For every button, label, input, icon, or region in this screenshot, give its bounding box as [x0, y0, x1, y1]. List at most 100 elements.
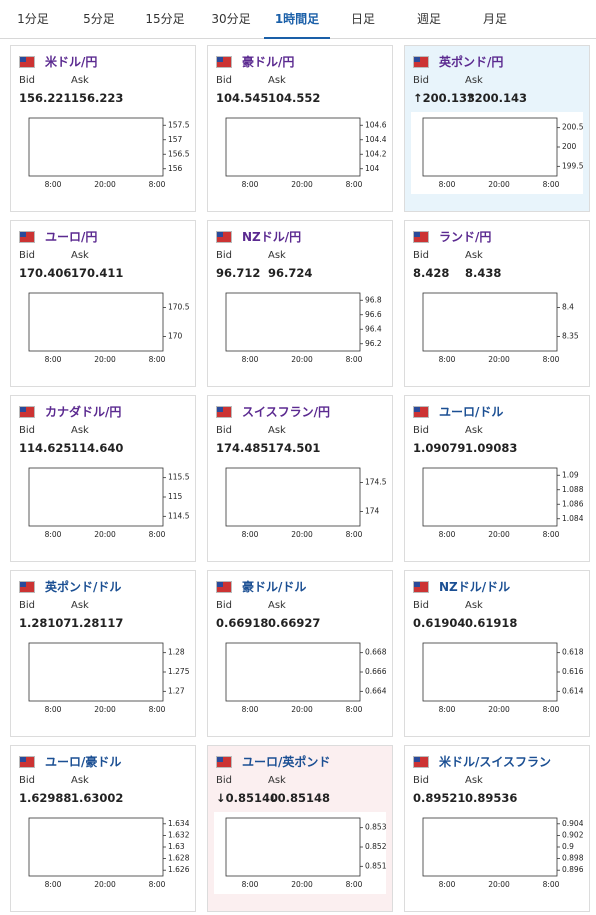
pair-name[interactable]: ユーロ/英ポンド	[242, 755, 331, 769]
y-tick-label: 0.904	[562, 819, 583, 828]
x-tick-label: 8:00	[346, 880, 363, 889]
chart-bg	[214, 287, 386, 369]
y-tick-label: 170	[168, 332, 183, 341]
tab[interactable]: 15分足	[145, 12, 185, 26]
tab[interactable]: 週足	[416, 12, 441, 26]
rate-card[interactable]: 豪ドル/ドル Bid Ask 0.66918 0.66927 0.668 0.666 0.66…	[207, 570, 393, 737]
ask-value: ↑200.143	[465, 91, 528, 105]
pair-name[interactable]: NZドル/ドル	[439, 580, 511, 594]
rate-card[interactable]: ユーロ/豪ドル Bid Ask 1.62988 1.63002 1.634 1.632 1.6…	[10, 745, 196, 912]
y-tick-label: 96.6	[365, 310, 382, 319]
rate-card[interactable]: 英ポンド/ドル Bid Ask 1.28107 1.28117 1.28 1.275 1.27…	[10, 570, 196, 737]
plot-frame	[225, 117, 361, 177]
chart-bg	[17, 287, 189, 369]
rate-card[interactable]: ユーロ/英ポンド Bid Ask ↓0.85140 ↓0.85148 0.853 0.852…	[207, 745, 393, 912]
rate-card[interactable]: ランド/円 Bid Ask 8.428 8.438 8.4 8.35 8:00 20:00 8:0…	[404, 220, 590, 387]
rate-card[interactable]: 豪ドル/円 Bid Ask 104.545 104.552 104.6 104.4 104.2…	[207, 45, 393, 212]
flag-canton	[20, 407, 26, 412]
x-tick-label: 8:00	[439, 705, 456, 714]
y-tick-label: 1.275	[168, 667, 189, 676]
y-tick-label: 0.664	[365, 686, 386, 695]
mini-chart: 0.668 0.666 0.664 8:00 20:00 8:00	[214, 637, 386, 719]
x-tick-label: 20:00	[291, 355, 313, 364]
pair-name[interactable]: 豪ドル/ドル	[242, 580, 307, 594]
pair-name[interactable]: ランド/円	[439, 230, 492, 244]
y-tick-label: 0.902	[562, 830, 583, 839]
flag-canton	[217, 757, 223, 762]
pair-name[interactable]: 米ドル/円	[45, 55, 98, 69]
y-tick-label: 1.084	[562, 514, 583, 523]
rate-card[interactable]: 英ポンド/円 Bid Ask ↑200.133 ↑200.143 200.5 200 199.…	[404, 45, 590, 212]
pair-name[interactable]: ユーロ/ドル	[439, 405, 504, 419]
x-tick-label: 8:00	[242, 530, 259, 539]
y-tick-label: 170.5	[168, 303, 189, 312]
flag-canton	[20, 582, 26, 587]
ask-label: Ask	[268, 75, 286, 86]
rate-card[interactable]: NZドル/ドル Bid Ask 0.61904 0.61918 0.618 0.616 0.6…	[404, 570, 590, 737]
y-tick-label: 115	[168, 492, 183, 501]
pair-name[interactable]: ユーロ/豪ドル	[45, 755, 122, 769]
rate-card[interactable]: カナダドル/円 Bid Ask 114.625 114.640 115.5 115 114.5…	[10, 395, 196, 562]
bid-value: 1.62988	[19, 791, 72, 805]
flag-icon	[413, 56, 429, 68]
y-tick-label: 115.5	[168, 473, 189, 482]
tab-bar: 1分足 5分足 15分足 30分足 1時間足 日足 週足 月足	[0, 0, 596, 39]
x-tick-label: 8:00	[45, 705, 62, 714]
mini-chart: 1.28 1.275 1.27 8:00 20:00 8:00	[17, 637, 189, 719]
y-tick-label: 8.35	[562, 332, 579, 341]
pair-name[interactable]: 豪ドル/円	[242, 55, 295, 69]
bid-value: 0.66918	[216, 616, 269, 630]
tab[interactable]: 30分足	[211, 12, 251, 26]
bid-label: Bid	[19, 775, 35, 786]
pair-name[interactable]: 英ポンド/ドル	[45, 580, 122, 594]
pair-name[interactable]: スイスフラン/円	[242, 405, 331, 419]
mini-chart: 0.853 0.852 0.851 8:00 20:00 8:00	[214, 812, 386, 894]
y-tick-label: 1.27	[168, 686, 185, 695]
rate-card[interactable]: ユーロ/円 Bid Ask 170.406 170.411 170.5 170 8:00 20:…	[10, 220, 196, 387]
rate-card[interactable]: ユーロ/ドル Bid Ask 1.09079 1.09083 1.09 1.088 1.086…	[404, 395, 590, 562]
ask-label: Ask	[71, 75, 89, 86]
ask-value: 174.501	[268, 441, 321, 455]
bid-label: Bid	[19, 75, 35, 86]
pair-name[interactable]: カナダドル/円	[45, 405, 122, 419]
x-tick-label: 8:00	[439, 355, 456, 364]
y-tick-label: 1.628	[168, 854, 189, 863]
rate-card[interactable]: 米ドル/スイスフラン Bid Ask 0.89521 0.89536 0.904 0.902…	[404, 745, 590, 912]
pair-name[interactable]: 英ポンド/円	[439, 55, 504, 69]
x-tick-label: 8:00	[439, 180, 456, 189]
rate-card[interactable]: スイスフラン/円 Bid Ask 174.485 174.501 174.5 174 8:00…	[207, 395, 393, 562]
tab[interactable]: 1時間足	[264, 0, 330, 39]
pair-name[interactable]: ユーロ/円	[45, 230, 98, 244]
flag-canton	[414, 582, 420, 587]
flag-canton	[217, 582, 223, 587]
rate-card[interactable]: NZドル/円 Bid Ask 96.712 96.724 96.8 96.6 96.4 96.2…	[207, 220, 393, 387]
pair-name[interactable]: 米ドル/スイスフラン	[439, 755, 552, 769]
flag-icon	[413, 756, 429, 768]
bid-value: 156.221	[19, 91, 72, 105]
y-tick-label: 104.4	[365, 135, 386, 144]
y-tick-label: 156	[168, 164, 183, 173]
tab[interactable]: 月足	[482, 12, 507, 26]
bid-label: Bid	[413, 250, 429, 261]
ask-label: Ask	[465, 775, 483, 786]
x-tick-label: 8:00	[149, 705, 166, 714]
pair-name[interactable]: NZドル/円	[242, 230, 302, 244]
tab[interactable]: 5分足	[83, 12, 115, 26]
y-tick-label: 1.088	[562, 485, 583, 494]
y-tick-label: 0.852	[365, 842, 386, 851]
tab[interactable]: 日足	[350, 12, 375, 26]
y-tick-label: 0.668	[365, 648, 386, 657]
y-tick-label: 114.5	[168, 511, 189, 520]
x-tick-label: 20:00	[291, 880, 313, 889]
x-tick-label: 8:00	[149, 530, 166, 539]
rate-card[interactable]: 米ドル/円 Bid Ask 156.221 156.223 157.5 157 156.5 15…	[10, 45, 196, 212]
flag-icon	[19, 756, 35, 768]
tab[interactable]: 1分足	[17, 12, 49, 26]
ask-label: Ask	[268, 600, 286, 611]
plot-frame	[28, 117, 164, 177]
ask-label: Ask	[465, 250, 483, 261]
